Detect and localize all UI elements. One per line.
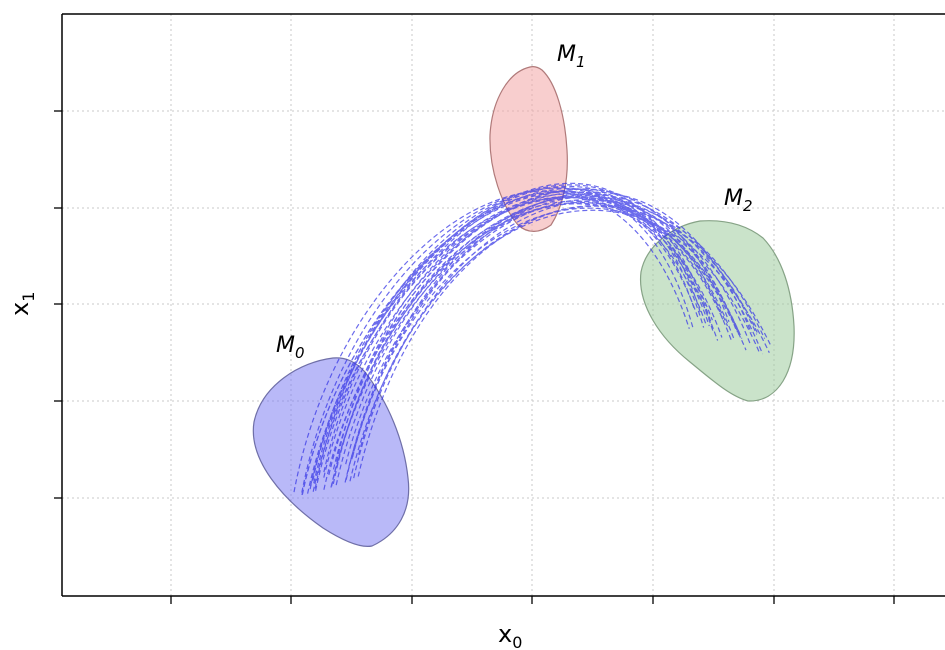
trajectory-path — [313, 184, 712, 484]
region-label-m0: M0 — [276, 333, 305, 362]
region-m1 — [489, 66, 568, 232]
trajectory-path — [301, 191, 695, 495]
trajectory-path — [345, 198, 752, 465]
trajectory-path — [351, 207, 761, 460]
trajectory-path — [335, 195, 741, 486]
trajectory-path — [314, 187, 719, 489]
trajectory-path — [309, 185, 705, 490]
x-axis-label: x0 — [498, 620, 522, 650]
trajectory-path — [331, 196, 735, 487]
trajectory-path — [352, 196, 764, 458]
trajectory-path — [312, 190, 713, 481]
trajectory-path — [293, 190, 690, 493]
trajectory-path — [323, 197, 729, 473]
trajectory-group — [293, 182, 771, 496]
trajectory-path — [332, 200, 741, 485]
trajectory-path — [357, 205, 771, 477]
region-m2 — [639, 220, 795, 402]
axis-ticks — [54, 110, 895, 604]
trajectory-path — [301, 187, 700, 493]
trajectory-path — [358, 209, 770, 455]
region-label-m1: M1 — [557, 42, 586, 71]
trajectory-path — [332, 188, 738, 470]
trajectory-path — [312, 193, 710, 492]
region-label-m2: M2 — [724, 186, 753, 215]
trajectory-path — [345, 193, 758, 480]
trajectory-path — [353, 200, 766, 479]
region-m0 — [252, 357, 410, 547]
y-axis-label: x1 — [6, 292, 38, 316]
